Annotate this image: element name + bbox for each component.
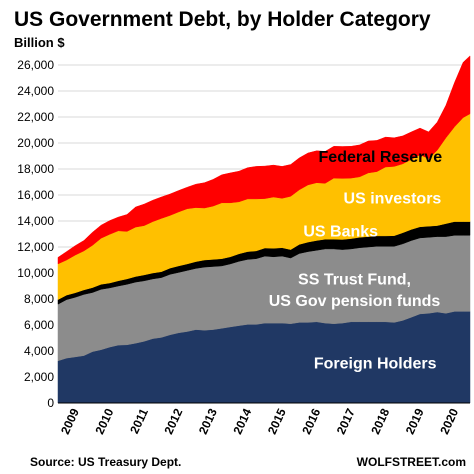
chart-title: US Government Debt, by Holder Category: [14, 8, 431, 31]
y-tick-label: 4,000: [24, 344, 54, 358]
source-note: Source: US Treasury Dept.: [30, 455, 181, 469]
x-tick-label: 2019: [403, 406, 427, 436]
area-federal-reserve: [57, 55, 471, 265]
x-tick-label: 2013: [196, 406, 220, 436]
x-tick-label: 2016: [299, 406, 323, 436]
stacked-areas: [57, 55, 471, 404]
y-tick-label: 10,000: [17, 266, 54, 280]
y-tick-label: 26,000: [17, 58, 54, 72]
y-tick-label: 16,000: [17, 188, 54, 202]
area-label: Foreign Holders: [314, 355, 437, 372]
credit-note: WOLFSTREET.com: [357, 455, 466, 469]
y-tick-label: 22,000: [17, 110, 54, 124]
y-tick-label: 20,000: [17, 136, 54, 150]
x-tick-label: 2009: [58, 406, 82, 436]
area-label: US Gov pension funds: [269, 293, 441, 310]
x-tick-label: 2014: [230, 406, 254, 436]
chart-subtitle: Billion $: [14, 35, 65, 50]
y-tick-label: 2,000: [24, 370, 54, 384]
y-tick-label: 6,000: [24, 318, 54, 332]
area-label: Federal Reserve: [319, 149, 443, 166]
x-tick-label: 2015: [265, 406, 289, 436]
x-tick-label: 2020: [437, 406, 461, 436]
y-tick-label: 18,000: [17, 162, 54, 176]
x-tick-label: 2012: [161, 406, 185, 436]
y-tick-label: 0: [47, 396, 54, 410]
x-tick-label: 2018: [368, 406, 392, 436]
x-tick-label: 2010: [92, 406, 116, 436]
area-label: US Banks: [303, 224, 378, 241]
x-tick-label: 2011: [127, 406, 151, 436]
x-tick-label: 2017: [334, 406, 358, 436]
y-tick-label: 14,000: [17, 214, 54, 228]
y-tick-label: 24,000: [17, 84, 54, 98]
y-tick-label: 8,000: [24, 292, 54, 306]
area-label: SS Trust Fund,: [298, 272, 411, 289]
area-labels: Federal Reserve US investors US Banks SS Tr…: [269, 149, 443, 372]
area-label: US investors: [344, 191, 442, 208]
y-tick-label: 12,000: [17, 240, 54, 254]
